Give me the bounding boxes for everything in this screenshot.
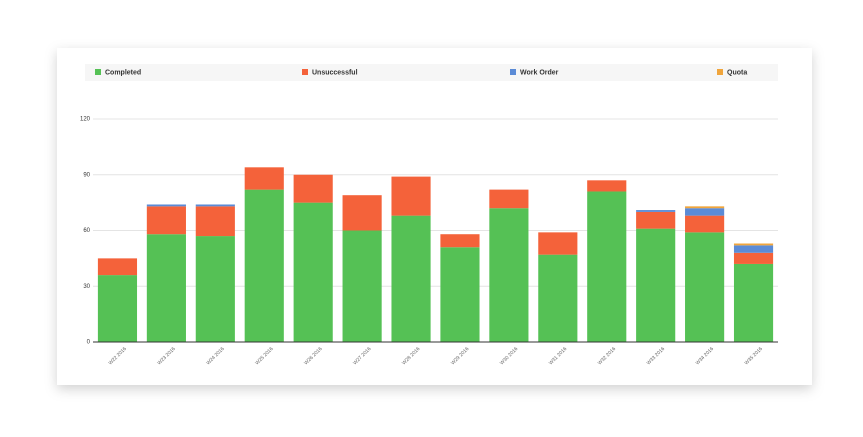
- legend-swatch: [717, 69, 723, 75]
- bar-segment: [733, 252, 774, 264]
- bar-segment: [440, 234, 480, 248]
- bar-segment: [440, 247, 480, 342]
- bar-segment: [685, 232, 725, 342]
- bar-segment: [244, 189, 284, 342]
- legend-swatch: [95, 69, 101, 75]
- bar-segment: [685, 215, 725, 233]
- bar-segment: [342, 230, 382, 342]
- bar-segment: [293, 202, 333, 342]
- legend-swatch: [510, 69, 516, 75]
- bar-segment: [587, 191, 627, 342]
- bar-segment: [97, 258, 138, 276]
- bar-segment: [293, 174, 333, 203]
- bar-segment: [636, 211, 676, 229]
- bar-segment: [146, 206, 186, 235]
- y-tick-label: 90: [83, 172, 90, 178]
- legend-label: Quota: [727, 69, 747, 76]
- bar-segment: [733, 243, 774, 246]
- bar-segment: [685, 206, 725, 209]
- bar-segment: [636, 228, 676, 342]
- bar-segment: [146, 204, 186, 207]
- y-tick-label: 60: [83, 228, 90, 234]
- bar-segment: [489, 208, 529, 342]
- bar-segment: [685, 208, 725, 216]
- bar-segment: [489, 189, 529, 209]
- bar-segment: [195, 236, 235, 342]
- bar-segment: [146, 234, 186, 342]
- y-tick-label: 30: [83, 284, 90, 290]
- y-tick-label: 120: [80, 117, 91, 123]
- bar-segment: [342, 195, 382, 231]
- bar-segment: [636, 210, 676, 212]
- legend-label: Work Order: [520, 69, 559, 76]
- legend-swatch: [302, 69, 308, 75]
- legend-bg: [85, 64, 778, 81]
- bar-segment: [195, 206, 235, 237]
- y-tick-label: 0: [87, 340, 91, 346]
- bar-segment: [244, 167, 284, 190]
- bar-segment: [391, 176, 431, 216]
- legend-label: Completed: [105, 69, 141, 76]
- bar-segment: [195, 204, 235, 207]
- bar-segment: [733, 245, 774, 253]
- bar-segment: [538, 232, 578, 255]
- bar-segment: [97, 275, 138, 342]
- bar-segment: [391, 215, 431, 342]
- bar-segment: [587, 180, 627, 192]
- bar-segment: [733, 263, 774, 342]
- legend-label: Unsuccessful: [312, 69, 358, 76]
- bar-segment: [538, 254, 578, 342]
